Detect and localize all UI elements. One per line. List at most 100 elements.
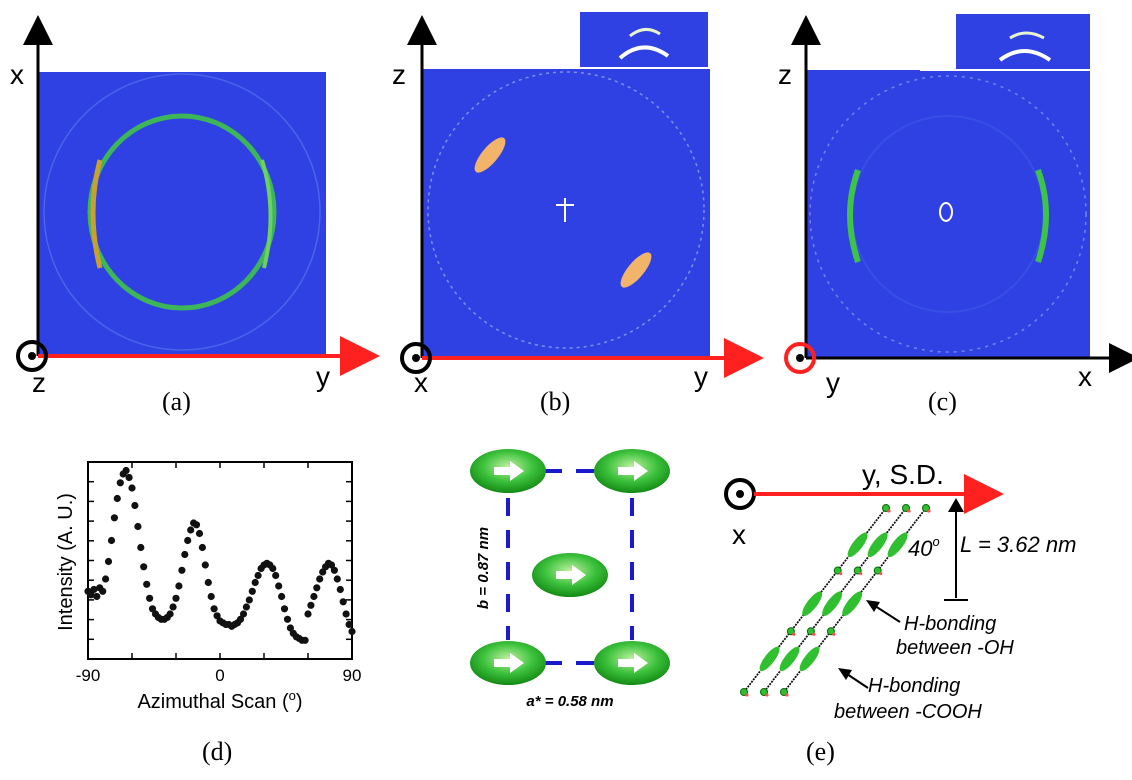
layer-spacing-arrowhead — [948, 498, 964, 512]
diffraction-outer-ring-b — [427, 71, 705, 349]
out-of-plane-marker-e — [724, 478, 756, 510]
data-point — [192, 521, 201, 529]
data-point — [172, 594, 180, 602]
tick-marks-d — [87, 462, 353, 659]
out-of-plane-label-b: x — [414, 367, 428, 398]
a-lattice-label: a* = 0.58 nm — [526, 693, 613, 710]
panel-a: x y z (a) — [10, 15, 380, 416]
detector-image-c — [806, 70, 1090, 358]
vertical-axis-label-b: z — [392, 59, 406, 90]
data-point — [248, 587, 256, 595]
data-point — [283, 615, 292, 623]
chain-node — [882, 504, 890, 512]
chain-segment — [802, 591, 823, 616]
out-of-plane-marker-a — [16, 340, 48, 372]
diffraction-outer-ring-a — [43, 73, 321, 351]
hbond-oh-label-line2: between -OH — [896, 637, 1014, 659]
chain-node — [873, 566, 882, 575]
molecular-chain — [760, 504, 911, 697]
data-point — [304, 610, 312, 618]
molecule — [594, 641, 670, 685]
lattice-lines — [506, 469, 634, 665]
b-lattice-label: b = 0.87 nm — [475, 527, 492, 609]
chain-segment — [759, 646, 780, 672]
panel-c: z x y (c) — [778, 14, 1132, 416]
data-point — [280, 605, 289, 613]
out-of-plane-label-c: y — [826, 367, 840, 398]
vertical-axis-label-a: x — [10, 59, 24, 90]
molecular-chain — [780, 504, 931, 697]
chain-node — [760, 688, 768, 696]
chain-node — [786, 627, 795, 636]
data-point — [131, 501, 139, 510]
panel-e: x y, S.D. L = 3.62 nm 40o H-bonding betw… — [724, 459, 1076, 766]
hbond-cooh-arrowhead — [838, 668, 852, 680]
data-point — [148, 605, 157, 613]
chain-node-tip — [907, 509, 911, 513]
molecule — [594, 449, 670, 493]
chain-node — [740, 688, 748, 696]
data-point — [210, 605, 218, 613]
chain-segment — [799, 646, 820, 672]
chain-node-tip — [832, 632, 836, 636]
chain-node-tip — [792, 632, 796, 636]
molecule — [470, 641, 546, 685]
arrow-icon — [494, 653, 524, 673]
data-point — [125, 473, 133, 482]
data-point — [178, 566, 186, 574]
x-tick-label: -90 — [76, 666, 101, 685]
data-point — [134, 522, 142, 531]
inset-image-b — [580, 12, 708, 68]
data-point — [272, 571, 280, 580]
ring-arc-right-c — [1035, 168, 1049, 263]
arrow-icon — [494, 461, 524, 481]
horizontal-axis-label-c: x — [1078, 361, 1092, 392]
data-point — [316, 575, 324, 583]
molecule — [470, 449, 546, 493]
caption-a: (a) — [162, 387, 191, 416]
data-point — [87, 591, 95, 599]
data-point — [181, 550, 189, 559]
caption-e: (e) — [806, 737, 835, 766]
diffraction-spot-upper-left-b — [474, 137, 506, 173]
chain-node-tip — [879, 571, 883, 576]
data-point — [345, 620, 353, 629]
data-point — [327, 561, 336, 569]
data-point — [93, 592, 101, 601]
chain-node-tip — [927, 509, 931, 513]
data-point — [113, 494, 121, 503]
data-point — [275, 582, 283, 590]
data-point — [236, 615, 245, 623]
data-point — [204, 578, 212, 587]
ring-hotspot-right-a — [260, 159, 273, 269]
data-point — [184, 536, 192, 545]
x-tick-label: 0 — [215, 666, 224, 685]
hbond-oh-label-line1: H-bonding — [904, 613, 996, 635]
ring-arc-left-c — [847, 168, 861, 263]
chain-node — [826, 627, 835, 636]
plot-frame-d — [87, 461, 353, 660]
inset-arc-2-c — [1009, 31, 1045, 40]
arrow-icon — [618, 653, 648, 673]
data-point — [146, 594, 154, 602]
data-point — [110, 514, 118, 522]
x-axis-title-text: Azimuthal Scan ( — [137, 691, 289, 713]
angle-label: 40o — [908, 534, 940, 561]
data-point — [107, 536, 116, 545]
data-point — [128, 484, 136, 492]
data-point — [254, 571, 262, 580]
data-point — [330, 566, 338, 574]
horizontal-axis-label-a: y — [316, 361, 330, 392]
degree-superscript: o — [289, 688, 296, 703]
data-point — [207, 592, 215, 601]
data-point — [140, 563, 148, 571]
chain-node — [806, 627, 815, 636]
molecular-chains — [740, 504, 931, 697]
data-point — [301, 636, 309, 644]
out-of-plane-marker-b — [400, 342, 432, 374]
x-tick-label: 90 — [343, 666, 362, 685]
data-point — [201, 561, 209, 569]
data-point — [333, 575, 341, 583]
data-point — [104, 557, 113, 566]
data-point — [90, 585, 98, 594]
